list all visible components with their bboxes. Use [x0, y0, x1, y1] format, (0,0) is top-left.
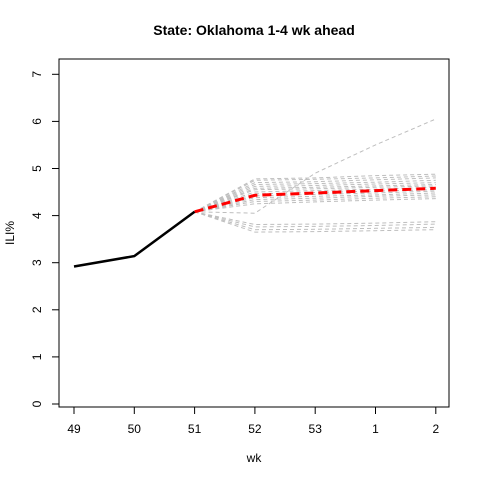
y-tick-label-5: 5: [30, 165, 44, 172]
y-tick-label-4: 4: [30, 212, 44, 219]
forecast-sample-line-4: [194, 177, 436, 213]
y-tick-label-2: 2: [30, 306, 44, 313]
y-tick-label-6: 6: [30, 118, 44, 125]
forecast-sample-line-8: [194, 185, 436, 213]
observed-series: [73, 210, 196, 268]
plot-frame: [58, 58, 450, 408]
forecast-sample-line-2: [194, 173, 436, 213]
x-tick-label-49: 49: [67, 422, 81, 436]
x-tick-label-1: 1: [372, 422, 379, 436]
forecast-sample-line-11: [194, 190, 436, 213]
x-tick-label-2: 2: [432, 422, 439, 436]
forecast-mean-line: [194, 186, 436, 214]
forecast-sample-line-19: [194, 211, 436, 233]
forecast-sample-line-7: [194, 184, 436, 213]
observed-line: [73, 210, 196, 268]
forecast-sample-line-12: [194, 192, 436, 213]
y-axis: 0 1 2 3 4 5 6 7: [30, 71, 60, 407]
forecast-sample-line-6: [194, 182, 436, 213]
x-tick-label-53: 53: [309, 422, 323, 436]
x-tick-label-51: 51: [188, 422, 202, 436]
x-axis-label: wk: [246, 451, 263, 465]
forecast-samples: [194, 118, 436, 233]
forecast-sample-line-13: [194, 194, 436, 213]
forecast-sample-line-17: [194, 211, 436, 228]
forecast-sample-line-15: [194, 198, 436, 213]
y-tick-label-1: 1: [30, 353, 44, 360]
forecast-sample-line-3: [194, 175, 436, 213]
forecast-sample-line-5: [194, 179, 436, 213]
x-tick-label-52: 52: [248, 422, 262, 436]
x-tick-label-50: 50: [128, 422, 142, 436]
chart-title: State: Oklahoma 1-4 wk ahead: [153, 22, 355, 38]
y-tick-label-0: 0: [30, 400, 44, 407]
forecast-sample-line-14: [194, 196, 436, 213]
forecast-sample-line-18: [194, 211, 436, 231]
x-axis: 49 50 51 52 53 1 2: [67, 406, 439, 436]
y-tick-label-7: 7: [30, 71, 44, 78]
forecast-sample-line-10: [194, 189, 436, 213]
y-axis-label: ILI%: [3, 221, 17, 245]
forecast-mean: [194, 186, 436, 214]
forecast-sample-line-16: [194, 211, 436, 226]
y-tick-label-3: 3: [30, 259, 44, 266]
